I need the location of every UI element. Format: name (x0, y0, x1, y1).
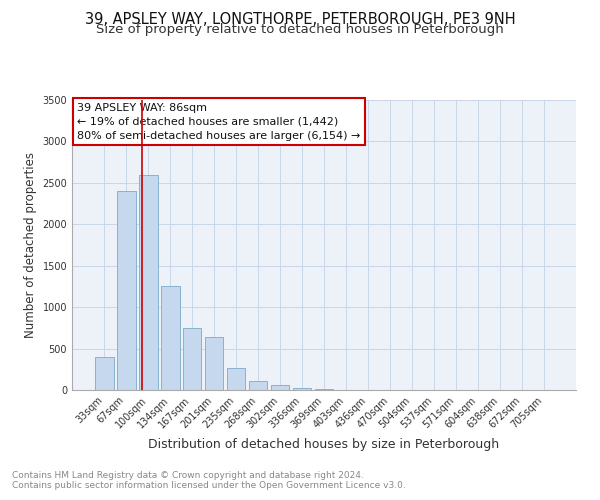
Bar (161, 286, 179, 390)
Y-axis label: Number of detached properties: Number of detached properties (24, 152, 37, 338)
Text: 39, APSLEY WAY, LONGTHORPE, PETERBOROUGH, PE3 9NH: 39, APSLEY WAY, LONGTHORPE, PETERBOROUGH… (85, 12, 515, 28)
Bar (183, 328, 202, 390)
X-axis label: Distribution of detached houses by size in Peterborough: Distribution of detached houses by size … (148, 438, 500, 451)
Bar (139, 174, 158, 390)
Text: 39 APSLEY WAY: 86sqm
← 19% of detached houses are smaller (1,442)
80% of semi-de: 39 APSLEY WAY: 86sqm ← 19% of detached h… (77, 103, 361, 141)
Bar (95, 357, 113, 390)
Bar (293, 388, 311, 390)
Bar (205, 337, 223, 390)
Bar (227, 368, 245, 390)
Bar (271, 386, 289, 390)
Bar (314, 389, 334, 390)
Text: Size of property relative to detached houses in Peterborough: Size of property relative to detached ho… (96, 24, 504, 36)
Bar (117, 191, 136, 390)
Text: Contains HM Land Registry data © Crown copyright and database right 2024.
Contai: Contains HM Land Registry data © Crown c… (12, 470, 406, 490)
Bar (249, 381, 268, 390)
